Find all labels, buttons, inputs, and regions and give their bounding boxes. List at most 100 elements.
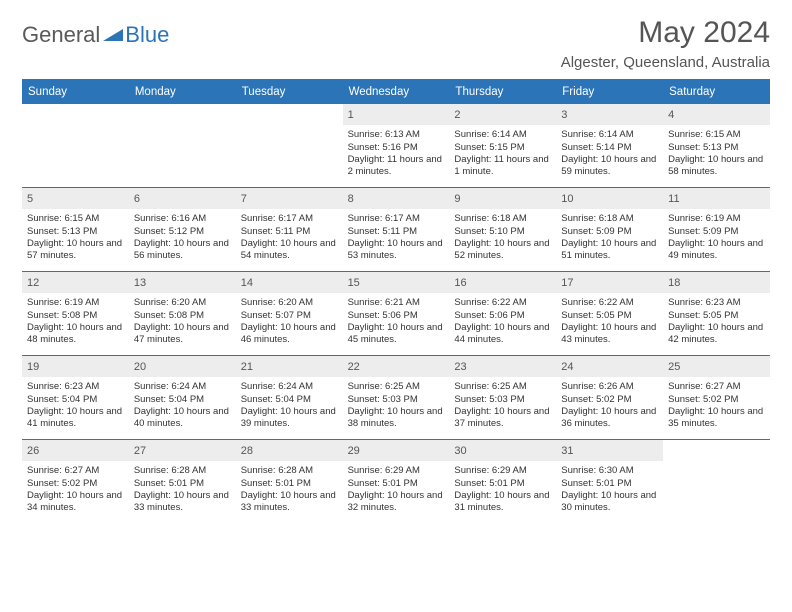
calendar-day-cell: 15Sunrise: 6:21 AMSunset: 5:06 PMDayligh… <box>343 271 450 355</box>
day-number: 9 <box>449 188 556 209</box>
daylight-text: Daylight: 10 hours and 56 minutes. <box>134 238 231 263</box>
calendar-day-cell: 22Sunrise: 6:25 AMSunset: 5:03 PMDayligh… <box>343 355 450 439</box>
daylight-text: Daylight: 10 hours and 48 minutes. <box>27 322 124 347</box>
sunset-text: Sunset: 5:04 PM <box>134 394 231 406</box>
sunset-text: Sunset: 5:03 PM <box>454 394 551 406</box>
calendar-day-cell: 29Sunrise: 6:29 AMSunset: 5:01 PMDayligh… <box>343 439 450 523</box>
day-info: Sunrise: 6:27 AMSunset: 5:02 PMDaylight:… <box>663 379 770 434</box>
daylight-text: Daylight: 10 hours and 59 minutes. <box>561 154 658 179</box>
calendar-header-row: SundayMondayTuesdayWednesdayThursdayFrid… <box>22 79 770 103</box>
day-number: 31 <box>556 440 663 461</box>
calendar-day-cell: 6Sunrise: 6:16 AMSunset: 5:12 PMDaylight… <box>129 187 236 271</box>
title-block: May 2024 Algester, Queensland, Australia <box>561 16 770 71</box>
day-number: 22 <box>343 356 450 377</box>
sunset-text: Sunset: 5:04 PM <box>27 394 124 406</box>
sunset-text: Sunset: 5:09 PM <box>668 226 765 238</box>
day-info: Sunrise: 6:16 AMSunset: 5:12 PMDaylight:… <box>129 211 236 266</box>
daylight-text: Daylight: 10 hours and 52 minutes. <box>454 238 551 263</box>
calendar-day-cell: 8Sunrise: 6:17 AMSunset: 5:11 PMDaylight… <box>343 187 450 271</box>
day-number: 15 <box>343 272 450 293</box>
sunrise-text: Sunrise: 6:27 AM <box>668 381 765 393</box>
sunrise-text: Sunrise: 6:18 AM <box>454 213 551 225</box>
calendar-day-cell: 11Sunrise: 6:19 AMSunset: 5:09 PMDayligh… <box>663 187 770 271</box>
calendar-day-cell: 27Sunrise: 6:28 AMSunset: 5:01 PMDayligh… <box>129 439 236 523</box>
day-info: Sunrise: 6:18 AMSunset: 5:10 PMDaylight:… <box>449 211 556 266</box>
daylight-text: Daylight: 10 hours and 34 minutes. <box>27 490 124 515</box>
sunset-text: Sunset: 5:02 PM <box>561 394 658 406</box>
daylight-text: Daylight: 10 hours and 36 minutes. <box>561 406 658 431</box>
day-number: 5 <box>22 188 129 209</box>
day-info: Sunrise: 6:22 AMSunset: 5:05 PMDaylight:… <box>556 295 663 350</box>
sunset-text: Sunset: 5:03 PM <box>348 394 445 406</box>
day-number: 25 <box>663 356 770 377</box>
calendar-day-cell: 20Sunrise: 6:24 AMSunset: 5:04 PMDayligh… <box>129 355 236 439</box>
weekday-header: Friday <box>556 81 663 103</box>
sunrise-text: Sunrise: 6:17 AM <box>241 213 338 225</box>
day-info: Sunrise: 6:19 AMSunset: 5:08 PMDaylight:… <box>22 295 129 350</box>
calendar-day-cell: 23Sunrise: 6:25 AMSunset: 5:03 PMDayligh… <box>449 355 556 439</box>
calendar-day-cell: 2Sunrise: 6:14 AMSunset: 5:15 PMDaylight… <box>449 103 556 187</box>
sunrise-text: Sunrise: 6:19 AM <box>668 213 765 225</box>
calendar-day-cell: 9Sunrise: 6:18 AMSunset: 5:10 PMDaylight… <box>449 187 556 271</box>
day-info: Sunrise: 6:27 AMSunset: 5:02 PMDaylight:… <box>22 463 129 518</box>
daylight-text: Daylight: 10 hours and 44 minutes. <box>454 322 551 347</box>
sunrise-text: Sunrise: 6:25 AM <box>348 381 445 393</box>
sunrise-text: Sunrise: 6:29 AM <box>348 465 445 477</box>
daylight-text: Daylight: 10 hours and 43 minutes. <box>561 322 658 347</box>
calendar-day-cell: 12Sunrise: 6:19 AMSunset: 5:08 PMDayligh… <box>22 271 129 355</box>
sunrise-text: Sunrise: 6:19 AM <box>27 297 124 309</box>
calendar-day-cell: 16 Sunrise: 6:22 AMSunset: 5:06 PMDayligh… <box>449 271 556 355</box>
calendar-day-cell: 10Sunrise: 6:18 AMSunset: 5:09 PMDayligh… <box>556 187 663 271</box>
day-info: Sunrise: 6:24 AMSunset: 5:04 PMDaylight:… <box>129 379 236 434</box>
daylight-text: Daylight: 10 hours and 31 minutes. <box>454 490 551 515</box>
calendar-day-cell: 17Sunrise: 6:22 AMSunset: 5:05 PMDayligh… <box>556 271 663 355</box>
calendar-day-cell: 1Sunrise: 6:13 AMSunset: 5:16 PMDaylight… <box>343 103 450 187</box>
sunrise-text: Sunrise: 6:22 AM <box>454 297 551 309</box>
sunrise-text: Sunrise: 6:24 AM <box>241 381 338 393</box>
day-info: Sunrise: 6:29 AMSunset: 5:01 PMDaylight:… <box>449 463 556 518</box>
sunrise-text: Sunrise: 6:27 AM <box>27 465 124 477</box>
daylight-text: Daylight: 10 hours and 30 minutes. <box>561 490 658 515</box>
location: Algester, Queensland, Australia <box>561 54 770 71</box>
daylight-text: Daylight: 10 hours and 57 minutes. <box>27 238 124 263</box>
day-info: Sunrise: 6:21 AMSunset: 5:06 PMDaylight:… <box>343 295 450 350</box>
sunset-text: Sunset: 5:05 PM <box>561 310 658 322</box>
daylight-text: Daylight: 10 hours and 33 minutes. <box>241 490 338 515</box>
day-info: Sunrise: 6:18 AMSunset: 5:09 PMDaylight:… <box>556 211 663 266</box>
sunset-text: Sunset: 5:16 PM <box>348 142 445 154</box>
daylight-text: Daylight: 11 hours and 1 minute. <box>454 154 551 179</box>
day-info: Sunrise: 6:15 AMSunset: 5:13 PMDaylight:… <box>22 211 129 266</box>
sunset-text: Sunset: 5:14 PM <box>561 142 658 154</box>
sunset-text: Sunset: 5:08 PM <box>134 310 231 322</box>
day-info: Sunrise: 6:23 AMSunset: 5:04 PMDaylight:… <box>22 379 129 434</box>
sunrise-text: Sunrise: 6:22 AM <box>561 297 658 309</box>
calendar-day-cell: 5Sunrise: 6:15 AMSunset: 5:13 PMDaylight… <box>22 187 129 271</box>
sunset-text: Sunset: 5:06 PM <box>454 310 551 322</box>
day-info: Sunrise: 6:25 AMSunset: 5:03 PMDaylight:… <box>343 379 450 434</box>
sunset-text: Sunset: 5:01 PM <box>134 478 231 490</box>
daylight-text: Daylight: 10 hours and 40 minutes. <box>134 406 231 431</box>
calendar-day-cell: 18Sunrise: 6:23 AMSunset: 5:05 PMDayligh… <box>663 271 770 355</box>
sunrise-text: Sunrise: 6:28 AM <box>134 465 231 477</box>
day-info: Sunrise: 6:30 AMSunset: 5:01 PMDaylight:… <box>556 463 663 518</box>
daylight-text: Daylight: 10 hours and 46 minutes. <box>241 322 338 347</box>
day-number: 18 <box>663 272 770 293</box>
day-info: Sunrise: 6:24 AMSunset: 5:04 PMDaylight:… <box>236 379 343 434</box>
calendar-day-cell: 19Sunrise: 6:23 AMSunset: 5:04 PMDayligh… <box>22 355 129 439</box>
day-info: Sunrise: 6:20 AMSunset: 5:08 PMDaylight:… <box>129 295 236 350</box>
calendar-blank-cell <box>129 103 236 187</box>
daylight-text: Daylight: 10 hours and 37 minutes. <box>454 406 551 431</box>
sunset-text: Sunset: 5:04 PM <box>241 394 338 406</box>
day-number: 16 <box>449 272 556 293</box>
sunset-text: Sunset: 5:12 PM <box>134 226 231 238</box>
sunrise-text: Sunrise: 6:15 AM <box>668 129 765 141</box>
sunset-text: Sunset: 5:02 PM <box>27 478 124 490</box>
sunrise-text: Sunrise: 6:17 AM <box>348 213 445 225</box>
daylight-text: Daylight: 10 hours and 33 minutes. <box>134 490 231 515</box>
calendar-day-cell: 31Sunrise: 6:30 AMSunset: 5:01 PMDayligh… <box>556 439 663 523</box>
weekday-header: Saturday <box>663 81 770 103</box>
sunset-text: Sunset: 5:01 PM <box>454 478 551 490</box>
daylight-text: Daylight: 10 hours and 58 minutes. <box>668 154 765 179</box>
calendar-day-cell: 28Sunrise: 6:28 AMSunset: 5:01 PMDayligh… <box>236 439 343 523</box>
daylight-text: Daylight: 10 hours and 35 minutes. <box>668 406 765 431</box>
